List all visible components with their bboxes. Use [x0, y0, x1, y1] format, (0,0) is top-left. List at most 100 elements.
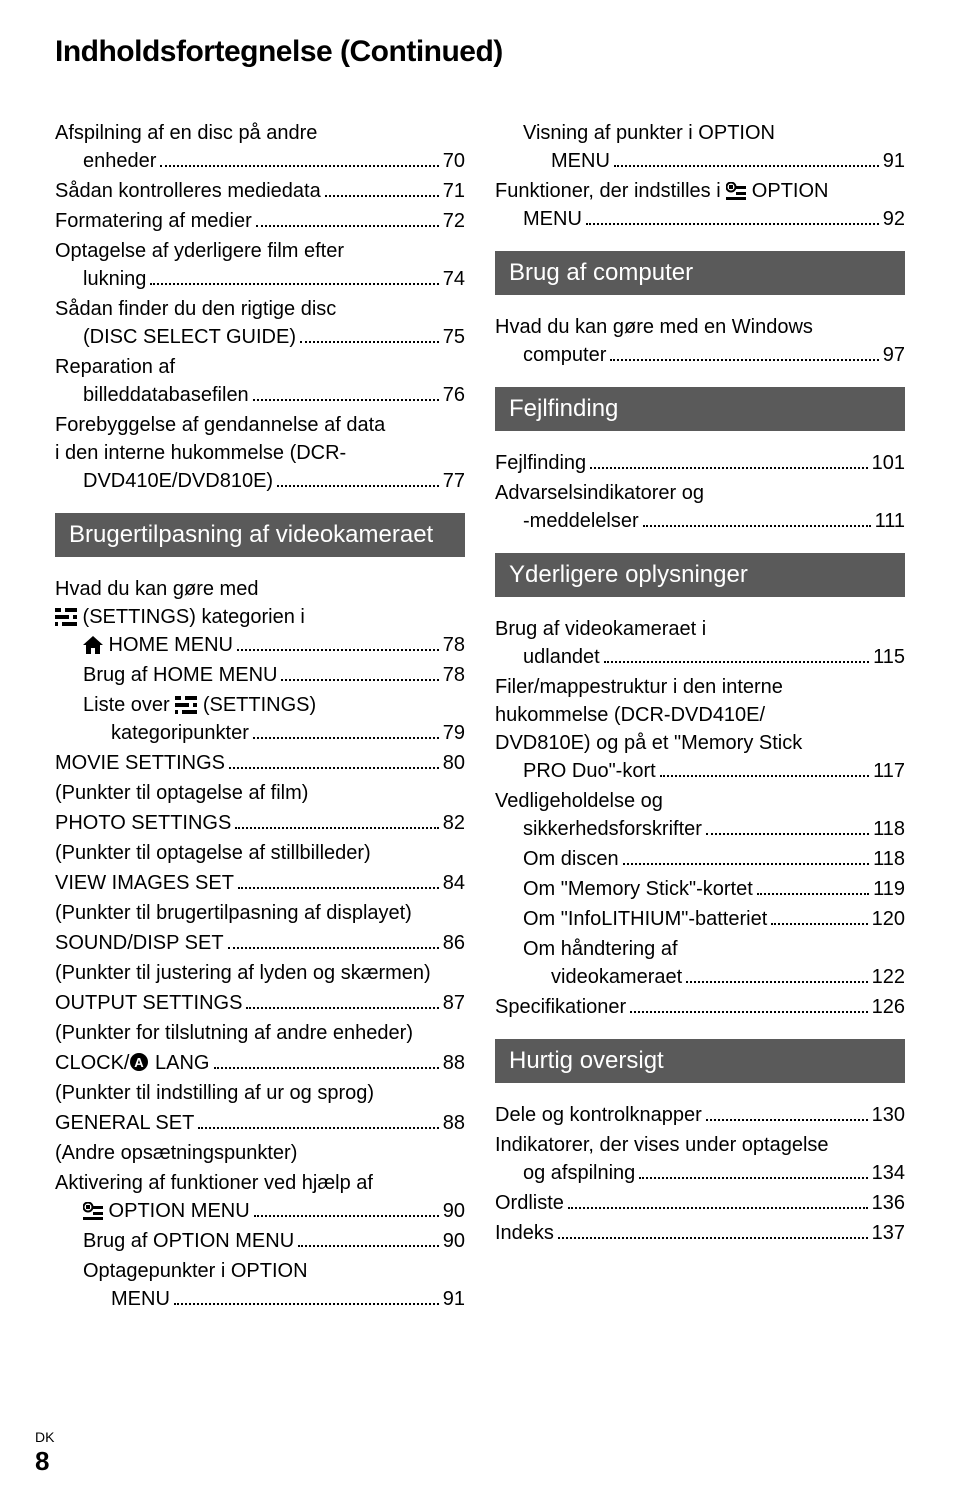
lang-icon: A [129, 1052, 149, 1072]
toc-label-line: Sådan finder du den rigtige disc [55, 295, 465, 323]
toc-entry: Optagepunkter i OPTIONMENU91 [55, 1257, 465, 1313]
toc-label-line: (SETTINGS) kategorien i [55, 603, 465, 631]
toc-entry: Advarselsindikatorer og-meddelelser111 [495, 479, 905, 535]
section-header: Hurtig oversigt [495, 1039, 905, 1083]
toc-label: -meddelelser [495, 507, 639, 535]
toc-entry: Afspilning af en disc på andreenheder70 [55, 119, 465, 175]
toc-page: 82 [443, 809, 465, 837]
toc-label: Specifikationer [495, 993, 626, 1021]
toc-dots [757, 893, 869, 895]
page-footer: DK 8 [35, 1429, 54, 1477]
option-icon [83, 1202, 103, 1220]
toc-label: (DISC SELECT GUIDE) [55, 323, 296, 351]
toc-label-line: Optagepunkter i OPTION [83, 1257, 465, 1285]
toc-entry: Aktivering af funktioner ved hjælp af OP… [55, 1169, 465, 1225]
toc-page: 76 [443, 381, 465, 409]
toc-dots [281, 679, 438, 681]
toc-page: 117 [873, 757, 905, 785]
toc-page: 115 [873, 643, 905, 671]
toc-label-line: Vedligeholdelse og [495, 787, 905, 815]
toc-page: 70 [443, 147, 465, 175]
toc-label-line: Optagelse af yderligere film efter [55, 237, 465, 265]
toc-entry: Indikatorer, der vises under optagelseog… [495, 1131, 905, 1187]
toc-page: 80 [443, 749, 465, 777]
toc-entry: Filer/mappestruktur i den internehukomme… [495, 673, 905, 785]
toc-label: Om "InfoLITHIUM"-batteriet [523, 905, 767, 933]
toc-entry: Visning af punkter i OPTIONMENU91 [495, 119, 905, 175]
toc-note: (Punkter til optagelse af film) [55, 779, 465, 807]
toc-label-line: Funktioner, der indstilles i OPTION [495, 177, 905, 205]
toc-label: OUTPUT SETTINGS [55, 989, 242, 1017]
toc-label-line: Aktivering af funktioner ved hjælp af [55, 1169, 465, 1197]
toc-page: 122 [872, 963, 905, 991]
toc-dots [706, 833, 869, 835]
columns: Afspilning af en disc på andreenheder70S… [55, 119, 905, 1315]
toc-page: 91 [883, 147, 905, 175]
toc-page: 111 [875, 507, 905, 535]
toc-label: Dele og kontrolknapper [495, 1101, 702, 1129]
toc-dots [298, 1245, 439, 1247]
toc-label-line: hukommelse (DCR-DVD410E/ [495, 701, 905, 729]
toc-label: MENU [523, 147, 610, 175]
svg-text:A: A [135, 1055, 145, 1070]
toc-page: 120 [872, 905, 905, 933]
toc-label: Brug af OPTION MENU [83, 1227, 294, 1255]
toc-label-line: Hvad du kan gøre med en Windows [495, 313, 905, 341]
toc-dots [604, 661, 869, 663]
section-header: Brug af computer [495, 251, 905, 295]
toc-page: 97 [883, 341, 905, 369]
toc-label: Ordliste [495, 1189, 564, 1217]
toc-label: Om "Memory Stick"-kortet [523, 875, 753, 903]
toc-dots [150, 283, 438, 285]
toc-page: 86 [443, 929, 465, 957]
toc-page: 90 [443, 1197, 465, 1225]
toc-entry: Hvad du kan gøre med (SETTINGS) kategori… [55, 575, 465, 659]
toc-entry: Forebyggelse af gendannelse af datai den… [55, 411, 465, 495]
toc-label: OPTION MENU [55, 1197, 250, 1225]
toc-entry: Sådan kontrolleres mediedata71 [55, 177, 465, 205]
toc-page: 119 [873, 875, 905, 903]
toc-label-line: Indikatorer, der vises under optagelse [495, 1131, 905, 1159]
toc-label: Fejlfinding [495, 449, 586, 477]
toc-entry: Om "Memory Stick"-kortet 119 [495, 875, 905, 903]
toc-label: PHOTO SETTINGS [55, 809, 231, 837]
toc-label: enheder [55, 147, 156, 175]
toc-entry: GENERAL SET88 [55, 1109, 465, 1137]
toc-label: Sådan kontrolleres mediedata [55, 177, 321, 205]
home-icon [83, 636, 103, 654]
toc-page: 78 [443, 631, 465, 659]
toc-dots [558, 1237, 868, 1239]
settings-icon [55, 608, 77, 626]
toc-dots [237, 649, 439, 651]
toc-entry: Specifikationer126 [495, 993, 905, 1021]
toc-label: kategoripunkter [83, 719, 249, 747]
toc-note: (Punkter til brugertilpasning af display… [55, 899, 465, 927]
toc-page: 137 [872, 1219, 905, 1247]
toc-page: 84 [443, 869, 465, 897]
toc-dots [253, 399, 439, 401]
toc-label: PRO Duo"-kort [495, 757, 656, 785]
toc-entry: Om håndtering afvideokameraet122 [495, 935, 905, 991]
toc-dots [706, 1119, 868, 1121]
toc-entry: CLOCK/A LANG88 [55, 1049, 465, 1077]
section-header: Fejlfinding [495, 387, 905, 431]
toc-entry: Vedligeholdelse ogsikkerhedsforskrifter1… [495, 787, 905, 843]
toc-page: 90 [443, 1227, 465, 1255]
toc-entry: Brug af videokameraet iudlandet115 [495, 615, 905, 671]
toc-label-line: i den interne hukommelse (DCR- [55, 439, 465, 467]
toc-note: (Punkter til optagelse af stillbilleder) [55, 839, 465, 867]
toc-label: SOUND/DISP SET [55, 929, 224, 957]
toc-entry: Indeks 137 [495, 1219, 905, 1247]
toc-label: Indeks [495, 1219, 554, 1247]
toc-entry: Liste over (SETTINGS)kategoripunkter79 [55, 691, 465, 747]
toc-entry: Reparation afbilleddatabasefilen76 [55, 353, 465, 409]
toc-entry: Ordliste136 [495, 1189, 905, 1217]
option-icon [726, 182, 746, 200]
footer-lang: DK [35, 1429, 54, 1446]
toc-dots [246, 1007, 438, 1009]
toc-page: 130 [872, 1101, 905, 1129]
toc-label: og afspilning [495, 1159, 635, 1187]
toc-label: DVD410E/DVD810E) [55, 467, 273, 495]
toc-page: 101 [872, 449, 905, 477]
toc-label-line: Hvad du kan gøre med [55, 575, 465, 603]
